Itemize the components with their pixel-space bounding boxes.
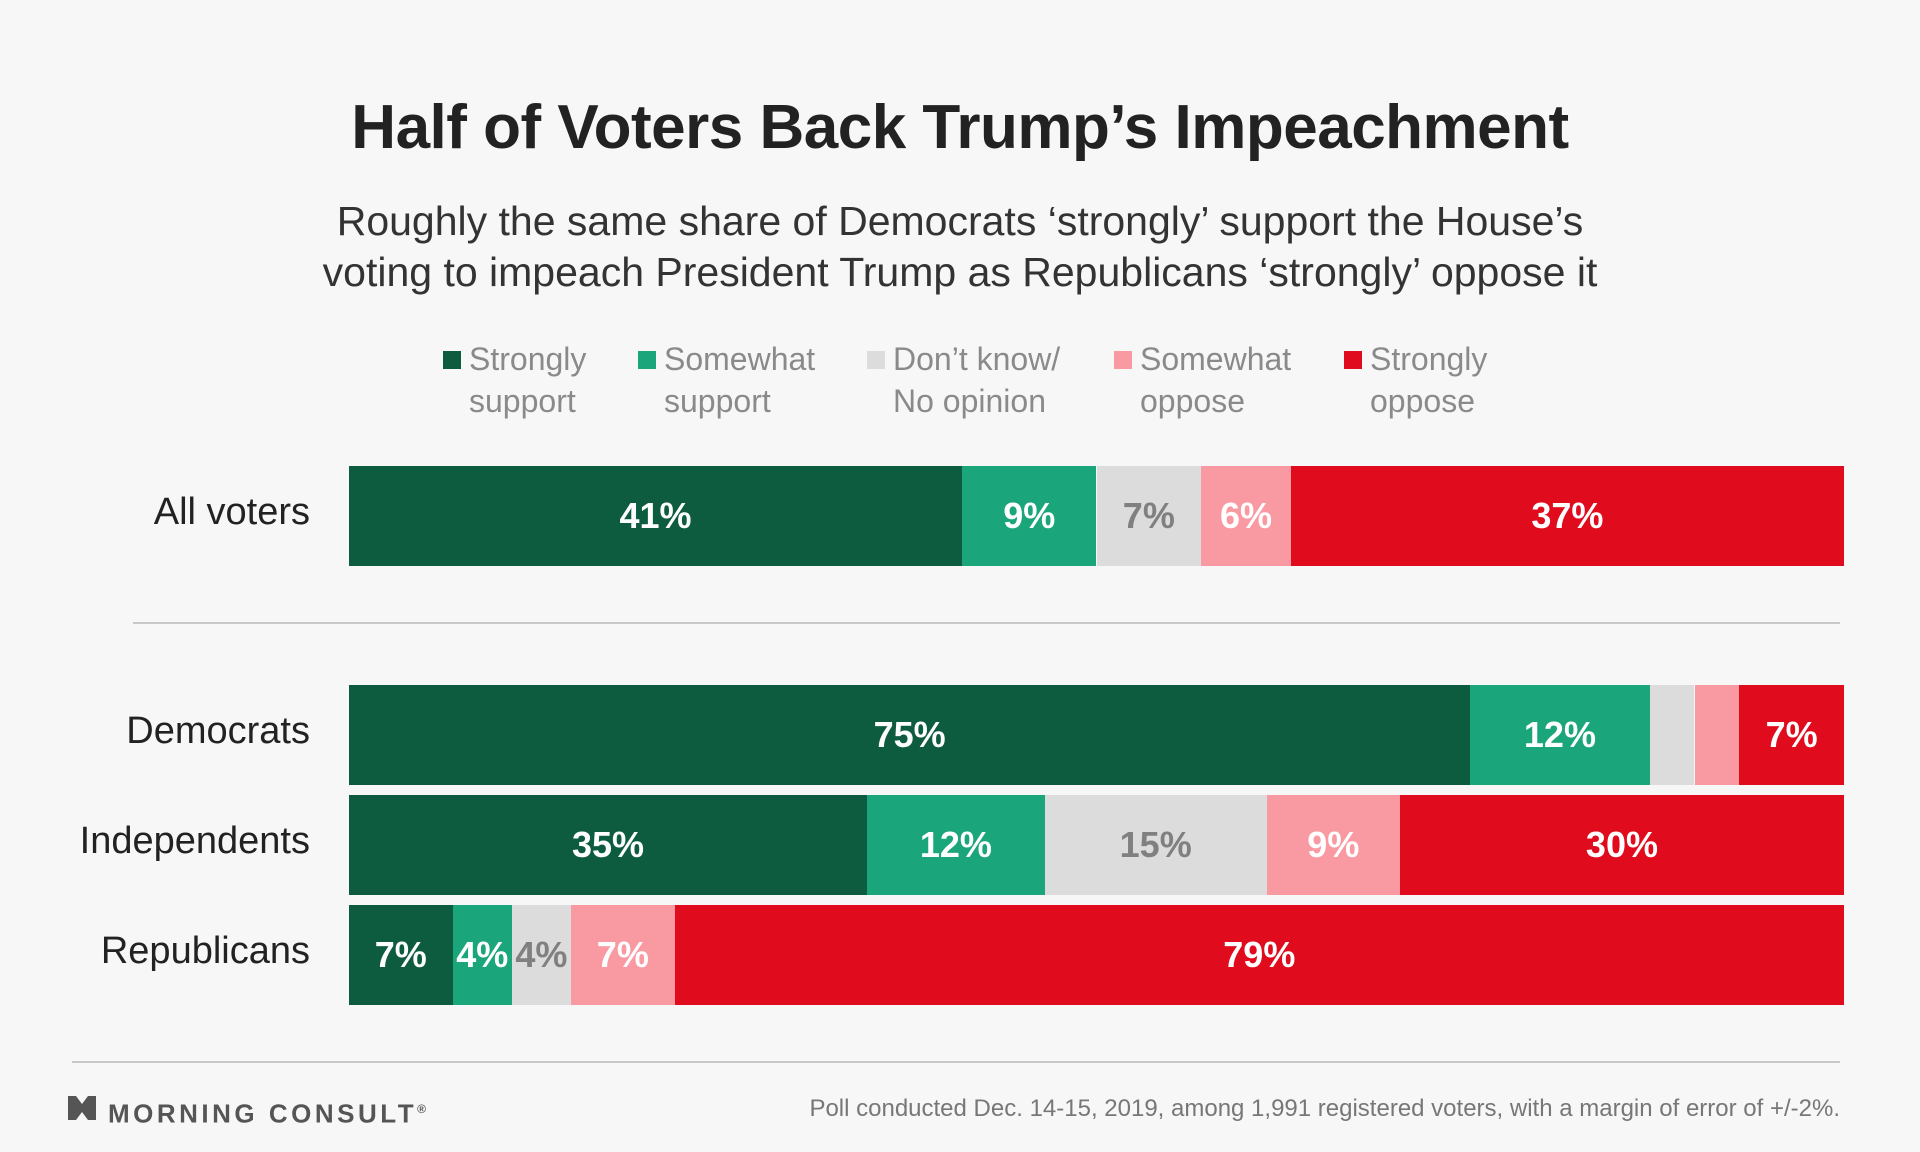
data-label: 35%	[572, 824, 645, 865]
bar-segment-don-t-know-no-opinion: 15%	[1044, 795, 1267, 895]
legend-swatch	[638, 351, 656, 369]
legend-label-line: No opinion	[893, 383, 1046, 419]
data-label: 41%	[619, 495, 692, 536]
bar-segment-somewhat-oppose: 6%	[1201, 466, 1291, 566]
legend-label-line: Somewhat	[664, 341, 816, 377]
chart-subtitle: Roughly the same share of Democrats ‘str…	[240, 196, 1680, 298]
data-label: 75%	[873, 714, 946, 755]
legend-label: Somewhat support	[664, 338, 815, 422]
bar-segment-strongly-support: 7%	[349, 905, 453, 1005]
bar-segment-strongly-support: 41%	[349, 466, 962, 566]
category-label-republicans: Republicans	[100, 930, 310, 972]
chart-legend: Strongly support Somewhat support Don’t know…	[0, 338, 1920, 428]
chart-subtitle-line-1: Roughly the same share of Democrats ‘str…	[336, 198, 1584, 244]
data-label: 9%	[1307, 824, 1360, 865]
morning-consult-logo-icon	[68, 1096, 96, 1120]
data-label: 30%	[1585, 824, 1658, 865]
legend-label: Strongly support	[469, 338, 586, 422]
bar-segment-don-t-know-no-opinion	[1649, 685, 1695, 785]
footer-divider	[72, 1061, 1840, 1063]
data-label: 9%	[1003, 495, 1056, 536]
category-label-independents: Independents	[79, 820, 310, 862]
bar-segment-somewhat-support: 12%	[867, 795, 1045, 895]
bar-segment-strongly-support: 35%	[349, 795, 868, 895]
data-label: 4%	[515, 934, 568, 975]
data-label: 15%	[1119, 824, 1192, 865]
bar-segment-somewhat-support: 4%	[452, 905, 512, 1005]
brand-name: MORNING CONSULT	[108, 1098, 418, 1129]
data-label: 12%	[919, 824, 992, 865]
legend-swatch	[1344, 351, 1362, 369]
legend-label-line: Strongly	[1370, 341, 1488, 377]
bar-segment-somewhat-oppose: 7%	[571, 905, 675, 1005]
bar-row-all-voters: 41% 9% 7% 6% 37%	[349, 466, 1844, 566]
legend-label-line: oppose	[1370, 383, 1475, 419]
data-label: 7%	[1122, 495, 1175, 536]
chart-subtitle-line-2: voting to impeach President Trump as Rep…	[322, 249, 1598, 295]
bar-segment-somewhat-oppose	[1694, 685, 1740, 785]
bar-segment-somewhat-support: 9%	[961, 466, 1097, 566]
bar-segment-somewhat-oppose: 9%	[1266, 795, 1400, 895]
bar-segment-somewhat-support: 12%	[1470, 685, 1650, 785]
legend-label: Somewhat oppose	[1140, 338, 1291, 422]
legend-label-line: Don’t know/	[893, 341, 1061, 377]
group-divider	[133, 622, 1840, 624]
legend-swatch	[443, 351, 461, 369]
chart-title: Half of Voters Back Trump’s Impeachment	[351, 93, 1569, 162]
bar-segment-strongly-oppose: 30%	[1399, 795, 1844, 895]
bar-segment-don-t-know-no-opinion: 4%	[511, 905, 572, 1005]
bar-row-democrats: 75% 12% 7%	[349, 685, 1844, 785]
data-label: 6%	[1219, 495, 1272, 536]
bar-segment-strongly-oppose: 37%	[1290, 466, 1844, 566]
category-label-all-voters: All voters	[153, 491, 310, 533]
legend-label-line: Strongly	[469, 341, 587, 377]
data-label: 37%	[1531, 495, 1604, 536]
legend-label: Strongly oppose	[1370, 338, 1487, 422]
bar-row-republicans: 7% 4% 4% 7% 79%	[349, 905, 1844, 1005]
bar-segment-strongly-oppose: 7%	[1739, 685, 1844, 785]
brand-logo-text: MORNING CONSULT®	[108, 1094, 426, 1129]
source-footnote: Poll conducted Dec. 14-15, 2019, among 1…	[809, 1095, 1840, 1122]
data-label: 79%	[1223, 934, 1296, 975]
legend-swatch	[867, 351, 885, 369]
legend-label-line: Somewhat	[1140, 341, 1292, 377]
data-label: 7%	[374, 934, 427, 975]
bar-segment-don-t-know-no-opinion: 7%	[1096, 466, 1202, 566]
bar-segment-strongly-oppose: 79%	[674, 905, 1844, 1005]
legend-label: Don’t know/No opinion	[893, 338, 1060, 422]
bar-segment-strongly-support: 75%	[349, 685, 1471, 785]
legend-label-line: support	[469, 383, 576, 419]
legend-label-line: support	[664, 383, 771, 419]
data-label: 4%	[456, 934, 509, 975]
legend-label-line: oppose	[1140, 383, 1245, 419]
bar-row-independents: 35% 12% 15% 9% 30%	[349, 795, 1844, 895]
legend-swatch	[1114, 351, 1132, 369]
data-label: 7%	[1765, 714, 1818, 755]
brand-registered-mark: ®	[417, 1102, 426, 1116]
category-label-democrats: Democrats	[126, 710, 310, 752]
data-label: 12%	[1523, 714, 1596, 755]
data-label: 7%	[596, 934, 649, 975]
